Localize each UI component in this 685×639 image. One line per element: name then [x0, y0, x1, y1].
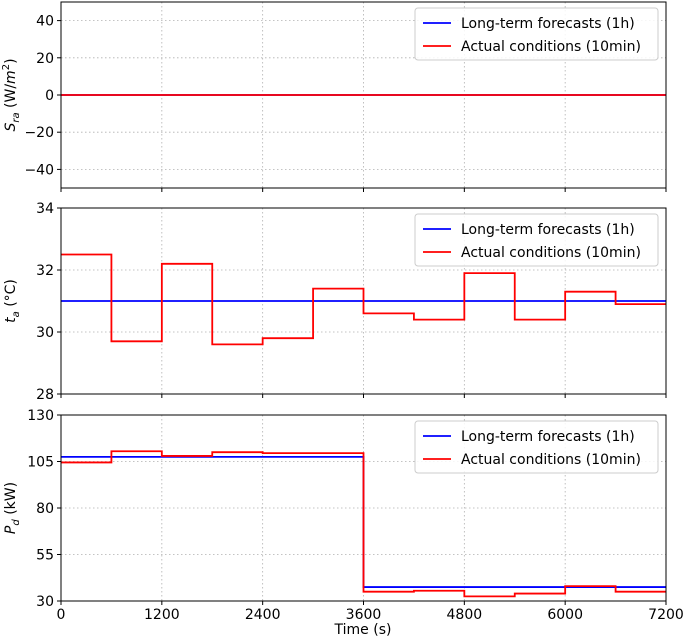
y-axis-label: Pd (kW) [3, 482, 22, 534]
y-axis-label-part: (W/ [3, 84, 19, 113]
x-tick-label: 4800 [447, 607, 483, 623]
actual-series-line [61, 450, 666, 598]
legend-box [414, 7, 659, 61]
y-axis-label: ta (°C) [3, 279, 22, 323]
legend: Long-term forecasts (1h) Actual condition… [414, 7, 659, 61]
y-tick-label: 80 [36, 501, 54, 517]
y-tick-label: 0 [45, 88, 54, 104]
chart-panel-3: 30 55 80 105 130 0 1200 2400 3600 4800 6000 7200 Pd … [3, 408, 684, 623]
y-tick-label: 30 [36, 325, 54, 341]
y-axis-label-part: ) [3, 58, 19, 63]
x-tick-label: 0 [57, 607, 66, 623]
legend: Long-term forecasts (1h) Actual condition… [414, 420, 659, 474]
y-axis-label-part: m [3, 70, 19, 84]
y-axis-label-part: (°C) [3, 279, 19, 311]
legend: Long-term forecasts (1h) Actual condition… [414, 213, 659, 267]
x-tick-label: 7200 [648, 607, 684, 623]
legend-label: Actual conditions (10min) [461, 245, 641, 261]
legend-label: Long-term forecasts (1h) [461, 16, 635, 32]
y-tick-label: 34 [36, 201, 54, 217]
x-tick-label: 6000 [547, 607, 583, 623]
legend-box [414, 213, 659, 267]
x-tick-label: 3600 [346, 607, 382, 623]
chart-panel-2: 28 30 32 34 ta (°C) Long-term forecasts (1h) A… [3, 201, 667, 403]
y-axis-label-part: P [3, 525, 19, 534]
y-axis-label-part: ra [11, 112, 22, 122]
y-tick-label: 40 [36, 14, 54, 30]
y-tick-label: 105 [27, 455, 54, 471]
y-axis-label-part: (kW) [3, 482, 19, 519]
legend-box [414, 420, 659, 474]
y-axis-label-part: 2 [1, 64, 12, 70]
y-tick-label: 32 [36, 263, 54, 279]
y-axis-label-part: t [3, 317, 19, 323]
x-tick-label: 1200 [144, 607, 180, 623]
y-axis-label: Sra (W/m2) [1, 58, 22, 131]
y-tick-label: 130 [27, 408, 54, 424]
x-axis-label: Time (s) [334, 622, 392, 638]
chart-panel-1: −40 −20 0 20 40 Sra (W/m2) Long-term forecasts… [1, 1, 667, 192]
legend-label: Long-term forecasts (1h) [461, 222, 635, 238]
y-axis-label-part: a [11, 311, 22, 317]
y-tick-label: −20 [24, 125, 54, 141]
y-axis-label-part: S [3, 123, 19, 132]
y-tick-label: 20 [36, 51, 54, 67]
x-tick-label: 2400 [245, 607, 281, 623]
y-tick-label: 28 [36, 387, 54, 403]
y-tick-label: 30 [36, 594, 54, 610]
legend-label: Actual conditions (10min) [461, 452, 641, 468]
y-tick-label: −40 [24, 162, 54, 178]
legend-label: Long-term forecasts (1h) [461, 429, 635, 445]
y-axis-label-part: d [11, 519, 22, 526]
actual-series-line [61, 253, 666, 346]
y-tick-label: 55 [36, 548, 54, 564]
legend-label: Actual conditions (10min) [461, 39, 641, 55]
